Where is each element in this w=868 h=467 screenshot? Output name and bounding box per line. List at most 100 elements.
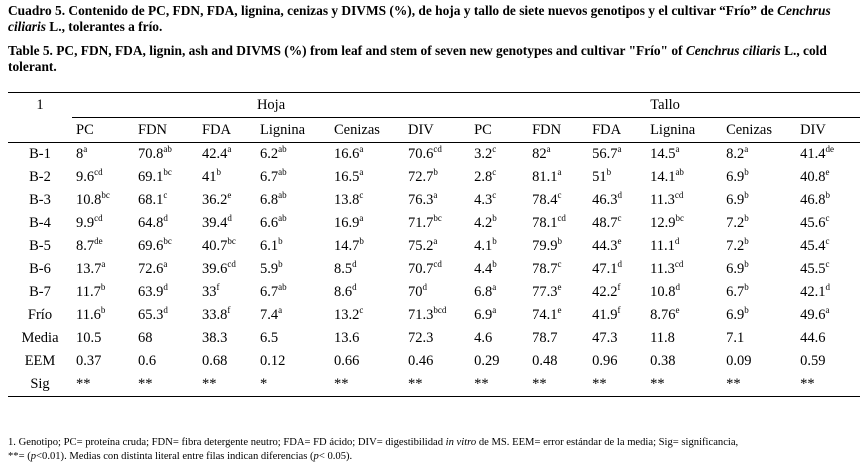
cell-value: 0.96 bbox=[592, 353, 618, 369]
cell-superscript: cd bbox=[674, 190, 684, 201]
cell-superscript: b bbox=[216, 167, 222, 178]
table-cell: 41.4de bbox=[796, 143, 860, 167]
cell-superscript: e bbox=[617, 236, 622, 247]
table-cell: 8.76e bbox=[646, 304, 722, 327]
cell-value: 51 bbox=[592, 169, 607, 185]
table-cell: 8.6d bbox=[330, 281, 404, 304]
cell-superscript: a bbox=[163, 259, 168, 270]
cell-superscript: d bbox=[617, 190, 622, 201]
cell-superscript: de bbox=[825, 144, 834, 155]
table-cell: 9.9cd bbox=[72, 212, 134, 235]
cell-superscript: d bbox=[163, 305, 168, 316]
cell-value: * bbox=[260, 376, 268, 392]
cell-value: 82 bbox=[532, 146, 547, 162]
cell-superscript: a bbox=[83, 144, 88, 155]
cell-superscript: ab bbox=[278, 213, 287, 224]
table-cell: 48.7c bbox=[588, 212, 646, 235]
cell-value: 72.7 bbox=[408, 169, 434, 185]
cell-value: 13.8 bbox=[334, 192, 360, 208]
cell-value: 14.7 bbox=[334, 238, 360, 254]
cell-superscript: b bbox=[744, 213, 749, 224]
cell-value: 11.8 bbox=[650, 330, 675, 346]
cell-superscript: e bbox=[227, 190, 232, 201]
table-cell: 13.2c bbox=[330, 304, 404, 327]
cell-value: 75.2 bbox=[408, 238, 434, 254]
table-cell: 70d bbox=[404, 281, 470, 304]
cell-superscript: ab bbox=[278, 144, 287, 155]
cell-value: 6.7 bbox=[726, 284, 745, 300]
table-cell: 11.7b bbox=[72, 281, 134, 304]
cell-value: 6.1 bbox=[260, 238, 279, 254]
cell-value: 9.6 bbox=[76, 169, 95, 185]
cell-value: 0.59 bbox=[800, 353, 826, 369]
table-cell: 69.6bc bbox=[134, 235, 198, 258]
table-cell: 6.7b bbox=[722, 281, 796, 304]
cell-value: 42.1 bbox=[800, 284, 826, 300]
cell-superscript: a bbox=[617, 144, 622, 155]
cell-value: 41.4 bbox=[800, 146, 826, 162]
table-row: Frío 11.6b 65.3d 33.8f 7.4a 13.2c 71.3bcd 6.9a 7… bbox=[8, 304, 860, 327]
row-label: B-5 bbox=[29, 238, 51, 254]
cell-value: 4.1 bbox=[474, 238, 493, 254]
footnote-p: p bbox=[30, 451, 37, 462]
table-cell: 16.5a bbox=[330, 166, 404, 189]
cell-value: 11.1 bbox=[650, 238, 675, 254]
cell-value: 7.1 bbox=[726, 330, 745, 346]
table-cell: 0.12 bbox=[256, 350, 330, 373]
data-table: 1 Hoja Tallo PC FDN FDA Lignina Cenizas DIV PC… bbox=[8, 92, 861, 397]
cell-value: 39.4 bbox=[202, 215, 228, 231]
cell-superscript: d bbox=[163, 282, 168, 293]
cell-superscript: e bbox=[675, 305, 680, 316]
cell-value: 8.76 bbox=[650, 307, 676, 323]
cell-value: 0.12 bbox=[260, 353, 286, 369]
cell-superscript: c bbox=[359, 190, 364, 201]
table-cell: 11.3cd bbox=[646, 189, 722, 212]
table-cell: 0.66 bbox=[330, 350, 404, 373]
cell-superscript: de bbox=[94, 236, 103, 247]
cell-superscript: e bbox=[557, 282, 562, 293]
cell-value: 76.3 bbox=[408, 192, 434, 208]
table-cell: 10.8d bbox=[646, 281, 722, 304]
table-cell: 8.5d bbox=[330, 258, 404, 281]
table-cell: 42.4a bbox=[198, 143, 256, 167]
cell-superscript: ab bbox=[278, 190, 287, 201]
table-row: B-3 10.8bc 68.1c 36.2e 6.8ab 13.8c 76.3a 4.3c 78… bbox=[8, 189, 860, 212]
cell-value: ** bbox=[592, 376, 607, 392]
cell-superscript: b bbox=[433, 167, 438, 178]
cell-value: 6.2 bbox=[260, 146, 279, 162]
table-cell: 81.1a bbox=[528, 166, 588, 189]
cell-value: 0.46 bbox=[408, 353, 434, 369]
cell-superscript: cd bbox=[433, 144, 442, 155]
footnote-text: < 0.05). bbox=[318, 451, 353, 462]
footnote-text: de MS. EEM= error estándar de la media; … bbox=[476, 437, 739, 448]
group-header-row: 1 Hoja Tallo bbox=[8, 92, 861, 118]
table-cell: ** bbox=[330, 373, 404, 397]
table-cell: 9.6cd bbox=[72, 166, 134, 189]
table-cell: 0.48 bbox=[528, 350, 588, 373]
cell-value: 0.48 bbox=[532, 353, 558, 369]
cell-superscript: d bbox=[825, 282, 830, 293]
cell-value: 40.8 bbox=[800, 169, 826, 185]
table-cell: 51b bbox=[588, 166, 646, 189]
table-cell: 78.1cd bbox=[528, 212, 588, 235]
table-cell: 72.6a bbox=[134, 258, 198, 281]
cell-value: 6.8 bbox=[474, 284, 493, 300]
table-cell: 70.6cd bbox=[404, 143, 470, 167]
cell-value: 69.6 bbox=[138, 238, 164, 254]
cell-value: ** bbox=[334, 376, 349, 392]
cell-superscript: f bbox=[227, 305, 231, 316]
cell-superscript: a bbox=[744, 144, 749, 155]
cell-value: 4.6 bbox=[474, 330, 493, 346]
column-header: DIV bbox=[408, 121, 434, 138]
table-cell: ** bbox=[646, 373, 722, 397]
table-row: B-7 11.7b 63.9d 33f 6.7ab 8.6d 70d 6.8a 77.3e 42.… bbox=[8, 281, 860, 304]
table-cell: * bbox=[256, 373, 330, 397]
table-cell: 71.3bcd bbox=[404, 304, 470, 327]
column-header: FDN bbox=[532, 121, 562, 138]
table-cell: 4.6 bbox=[470, 327, 528, 350]
table-cell: 78.7c bbox=[528, 258, 588, 281]
cell-superscript: cd bbox=[94, 213, 103, 224]
cell-value: 72.3 bbox=[408, 330, 434, 346]
cell-superscript: d bbox=[675, 282, 680, 293]
table-cell: 56.7a bbox=[588, 143, 646, 167]
